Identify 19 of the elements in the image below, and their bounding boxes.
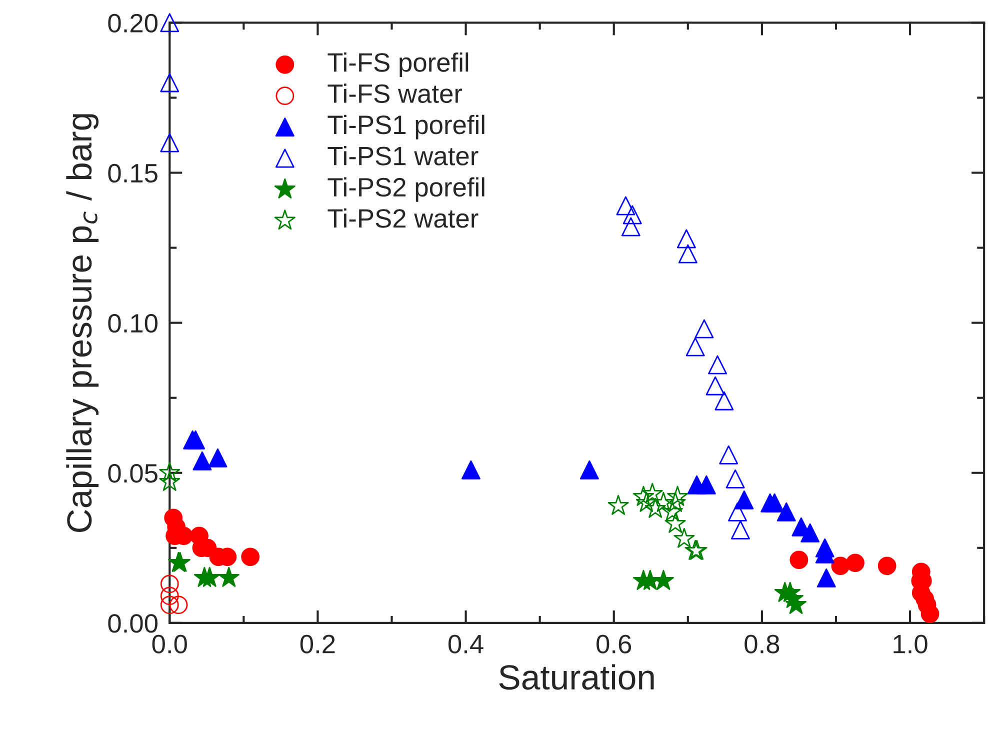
y-tick-label: 0.10 (108, 314, 158, 333)
x-axis-title: Saturation (499, 664, 654, 690)
x-tick-label: 0.8 (744, 634, 780, 654)
y-tick-label: 0.20 (108, 14, 158, 33)
y-axis-title: Capillary pressure p$_{c}$ / barg (66, 114, 99, 532)
y-tick-label: 0.15 (108, 164, 158, 183)
x-tick-label: 0.4 (448, 634, 484, 654)
y-tick-label: 0.00 (108, 614, 158, 633)
legend-label: Ti-FS water (328, 84, 462, 104)
legend-label: Ti-PS2 water (328, 208, 478, 228)
x-tick-label: 1.0 (894, 634, 928, 654)
legend-label: Ti-PS2 porefil (328, 177, 484, 202)
legend-label: Ti-PS1 water (328, 146, 478, 166)
legend-label: Ti-FS porefil (328, 52, 468, 78)
y-tick-label: 0.05 (108, 464, 158, 483)
x-tick-label: 0.0 (152, 634, 187, 654)
x-tick-label: 0.2 (300, 634, 335, 654)
x-tick-label: 0.6 (596, 634, 632, 654)
legend-label: Ti-PS1 porefil (328, 114, 484, 140)
